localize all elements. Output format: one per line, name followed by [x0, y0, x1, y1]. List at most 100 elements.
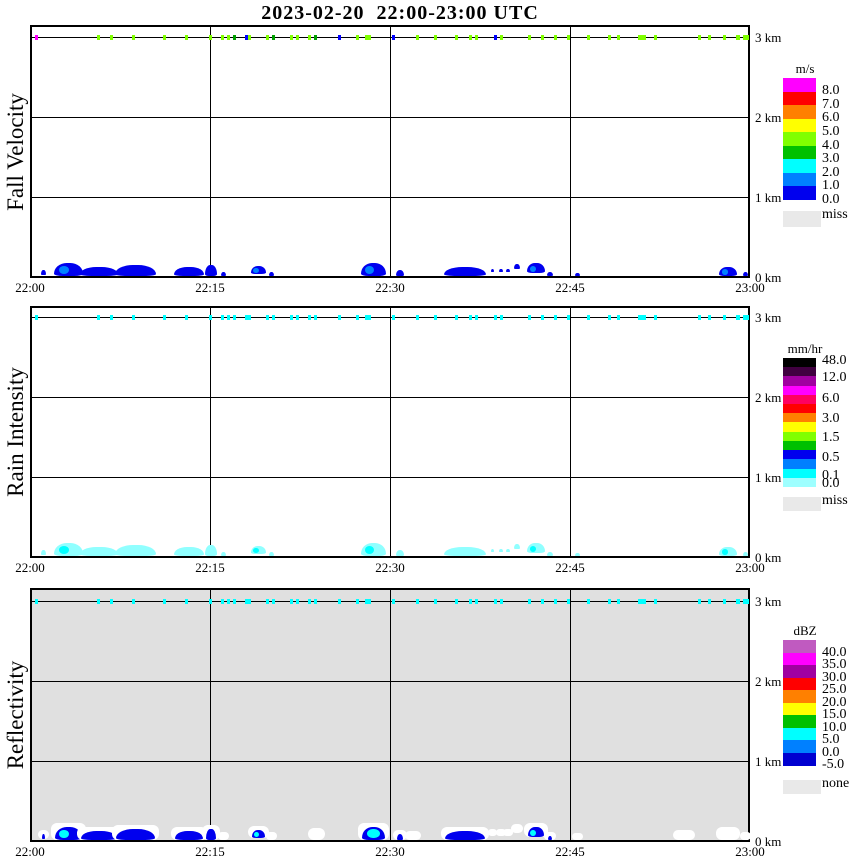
top-tick-mark [220, 35, 224, 40]
echo-blob [81, 831, 117, 840]
colorbar-cell [783, 145, 816, 160]
vertical-gridline [570, 27, 571, 276]
figure-title: 2023-02-20 22:00-23:00 UTC [261, 2, 539, 24]
top-tick-mark [266, 599, 270, 604]
top-tick-mark [96, 599, 100, 604]
echo-blob [490, 269, 495, 272]
top-tick-mark [723, 35, 727, 40]
top-tick-mark [308, 599, 312, 604]
top-tick-mark [500, 599, 504, 604]
vertical-gridline [390, 590, 391, 840]
echo-blob [251, 830, 266, 838]
top-tick-mark [244, 315, 248, 320]
echo-blob [250, 266, 267, 274]
echo-halo [487, 829, 498, 836]
time-tick-label: 22:00 [15, 844, 45, 859]
colorbar-cell [783, 376, 816, 387]
colorbar-unit-label: mm/hr [787, 341, 823, 356]
echo-blob [574, 553, 580, 556]
echo-blob [55, 827, 82, 840]
echo-halo [672, 830, 696, 840]
top-tick-mark [272, 599, 276, 604]
top-tick-mark [567, 599, 571, 604]
echo-blob [205, 545, 218, 556]
top-tick-mark [736, 315, 740, 320]
echo-blob [499, 549, 503, 552]
echo-blob [718, 547, 737, 556]
top-tick-mark [454, 35, 458, 40]
top-tick-mark [616, 599, 620, 604]
top-tick-mark [698, 35, 702, 40]
top-tick-mark [554, 599, 558, 604]
top-tick-mark [474, 599, 478, 604]
top-tick-mark [162, 315, 166, 320]
colorbar-cell [783, 358, 816, 368]
top-tick-mark [232, 315, 236, 320]
echo-core [530, 829, 537, 836]
top-tick-mark [34, 599, 38, 604]
colorbar-value-label: 8.0 [822, 83, 840, 99]
top-tick-mark [392, 599, 396, 604]
echo-blob [115, 265, 156, 276]
top-tick-mark [308, 35, 312, 40]
top-tick-mark [468, 315, 472, 320]
top-tick-mark [586, 599, 590, 604]
echo-core [721, 269, 729, 275]
echo-blob [116, 829, 155, 840]
top-tick-mark [184, 315, 188, 320]
echo-halo [307, 828, 325, 840]
top-tick-mark [290, 35, 294, 40]
echo-blob [513, 544, 520, 549]
time-tick-label: 22:15 [195, 844, 225, 859]
top-tick-mark [232, 599, 236, 604]
three-km-line [32, 37, 748, 38]
top-tick-mark [244, 599, 248, 604]
plot-area-reflectivity [30, 588, 751, 842]
top-tick-mark [248, 599, 252, 604]
height-tick-label: 1 km [755, 754, 782, 769]
echo-blob [742, 552, 748, 556]
echo-blob [396, 270, 405, 276]
top-tick-mark [34, 315, 38, 320]
colorbar-cell [783, 677, 816, 691]
colorbar-cell [783, 413, 816, 423]
echo-blob [396, 550, 405, 556]
echo-blob [205, 265, 218, 276]
top-tick-mark [220, 599, 224, 604]
colorbar-cell [783, 727, 816, 741]
colorbar-cell [783, 450, 816, 460]
top-tick-mark [308, 315, 312, 320]
echo-halo [503, 829, 513, 836]
colorbar-cell [783, 468, 816, 479]
colorbar-cell [783, 159, 816, 173]
echo-blob [526, 263, 545, 273]
top-tick-mark [540, 315, 544, 320]
top-tick-mark [131, 315, 135, 320]
top-tick-mark [365, 315, 372, 320]
echo-core [529, 265, 537, 272]
echo-core [721, 549, 729, 555]
top-tick-mark [638, 315, 646, 320]
colorbar-cell [783, 118, 816, 133]
colorbar-value-label: 15.0 [822, 707, 847, 722]
top-tick-mark [540, 35, 544, 40]
top-tick-mark [296, 315, 300, 320]
top-tick-mark [586, 315, 590, 320]
horizontal-gridline [32, 117, 748, 118]
echo-halo [510, 824, 523, 833]
top-tick-mark [743, 35, 750, 40]
echo-blob [547, 272, 554, 276]
colorbar-value-label: 0.1 [822, 468, 840, 484]
y-axis-title-fall-velocity: Fall Velocity [3, 92, 28, 211]
colorbar-value-label: 4.0 [822, 137, 840, 153]
top-tick-mark [416, 35, 420, 40]
colorbar-value-label: 0.5 [822, 449, 840, 465]
time-tick-label: 22:45 [555, 280, 585, 295]
echo-blob [174, 267, 204, 276]
top-tick-mark [454, 599, 458, 604]
echo-blob [527, 827, 544, 837]
vertical-gridline [570, 590, 571, 840]
echo-blob [397, 834, 404, 840]
top-tick-mark [184, 599, 188, 604]
vertical-gridline [210, 27, 211, 276]
